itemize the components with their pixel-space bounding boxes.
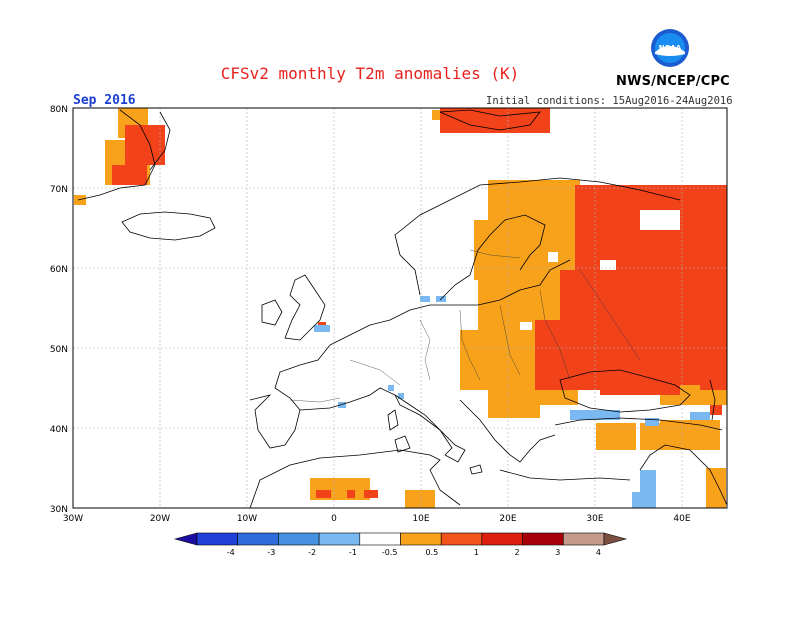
lat-label: 30N [50,505,68,515]
valid-month: Sep 2016 [73,93,136,108]
colorbar-segment [318,532,361,546]
agency-label: NWS/NCEP/CPC [616,74,730,89]
colorbar-label: -4 [227,548,235,557]
graticule [73,108,727,508]
anomaly-fill-lightblue [314,296,710,508]
lon-label: 20W [150,514,170,524]
colorbar-label: 1 [474,548,479,557]
lon-labels: 30W 20W 10W 0 10E 20E 30E 40E [63,514,691,524]
lat-label: 40N [50,425,68,435]
map-area [73,108,727,508]
lat-label: 60N [50,265,68,275]
colorbar-label: -3 [267,548,275,557]
map-frame [72,107,728,509]
colorbar-segment [522,532,564,546]
coastlines [77,109,727,508]
initial-conditions: Initial conditions: 15Aug2016-24Aug2016 [486,95,733,107]
lon-label: 20E [499,514,516,524]
colorbar-label: 4 [596,548,601,557]
colorbar-label: 2 [515,548,520,557]
colorbar-segment [440,532,483,546]
lon-label: 10W [237,514,257,524]
anomaly-fill-red [112,108,727,498]
colorbar-segment [603,532,628,546]
colorbar-label: -2 [308,548,316,557]
map-title: CFSv2 monthly T2m anomalies (K) [220,64,520,83]
colorbar-label: -1 [349,548,357,557]
lon-label: 30W [63,514,83,524]
colorbar-segment [237,532,279,546]
colorbar-label: 3 [555,548,560,557]
borders [289,249,641,403]
lat-labels: 80N 70N 60N 50N 40N 30N [50,105,68,515]
lat-label: 80N [50,105,68,115]
lat-label: 50N [50,345,68,355]
colorbar-segment [562,532,605,546]
colorbar-label: 0.5 [425,548,438,557]
colorbar-segment [278,532,320,546]
colorbar-segment [359,532,401,546]
colorbar: -4 -3 -2 -1 -0.5 0.5 1 2 3 4 [173,532,628,557]
lon-label: 40E [673,514,690,524]
lat-label: 70N [50,185,68,195]
lon-label: 30E [586,514,603,524]
noaa-logo: NOAA [651,29,689,67]
colorbar-segment [196,532,239,546]
colorbar-segment [173,532,198,546]
lon-label: 10E [412,514,429,524]
colorbar-segment [400,532,442,546]
colorbar-segment [481,532,523,546]
noaa-logo-text: NOAA [659,44,682,52]
colorbar-label: -0.5 [382,548,398,557]
lon-label: 0 [331,514,337,524]
